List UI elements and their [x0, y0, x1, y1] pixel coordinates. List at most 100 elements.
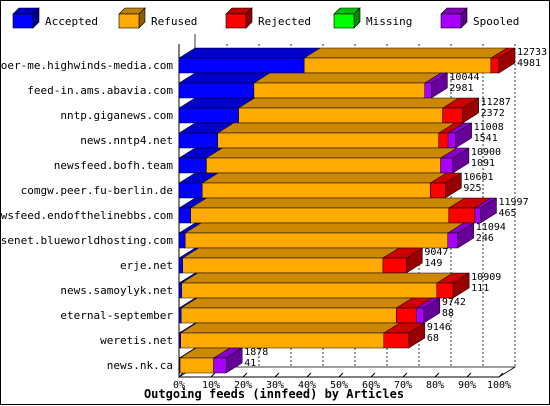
bar-segment-refused: [181, 247, 400, 274]
bar-segment-refused: [201, 172, 448, 199]
x-tick-label: 30%: [266, 380, 284, 391]
bar-front: [436, 282, 454, 299]
category-label: weretis.net: [100, 334, 173, 347]
bar-front: [490, 57, 500, 74]
bar-front: [238, 107, 443, 124]
x-tick: [466, 372, 472, 378]
bar-row-news-nk-ca: [178, 347, 244, 374]
category-label: voer-me.highwinds-media.com: [1, 59, 173, 72]
bar-row-voer-me-highwinds-media-com: [178, 47, 516, 74]
bar-front: [178, 332, 181, 349]
bar-front: [178, 232, 186, 249]
bar-front: [474, 207, 481, 224]
bar-side: [455, 122, 472, 149]
bar-front: [448, 207, 476, 224]
accepted-value-label: 1091: [471, 158, 495, 169]
category-label: newsfeed.bofh.team: [54, 159, 174, 172]
total-value-label: 9047: [424, 247, 448, 258]
x-tick-label: 10%: [202, 380, 220, 391]
bar-front: [447, 132, 456, 149]
bar-segment-rejected: [395, 297, 434, 324]
legend-label: Refused: [151, 15, 197, 28]
bar-front: [440, 157, 454, 174]
accepted-value-label: 41: [244, 358, 256, 369]
bar-front: [430, 182, 446, 199]
bar-front: [178, 207, 191, 224]
x-tick-label: 60%: [362, 380, 380, 391]
bar-segment-spooled: [212, 347, 244, 374]
bar-side: [462, 97, 479, 124]
accepted-value-label: 2981: [449, 83, 473, 94]
x-tick: [434, 372, 440, 378]
x-tick: [274, 372, 280, 378]
x-tick-label: 100%: [487, 380, 511, 391]
bar-front: [447, 232, 459, 249]
category-label: nntp.giganews.com: [60, 109, 173, 122]
category-label: news.samoylyk.net: [60, 284, 173, 297]
accepted-value-label: 1541: [474, 133, 498, 144]
legend-swatch: [225, 13, 247, 29]
bar-side: [457, 222, 475, 249]
bar-front: [182, 257, 384, 274]
category-label: eternal-september: [60, 309, 173, 322]
category-label: newsfeed.endofthelinebbs.com: [1, 209, 173, 222]
accepted-value-label: 465: [499, 208, 517, 219]
bar-row-comgw-peer-fu-berlin-de: [178, 172, 463, 199]
bar-segment-refused: [184, 222, 465, 249]
category-label: news.nntp4.net: [80, 134, 173, 147]
x-tick: [210, 372, 216, 378]
x-tick: [370, 372, 376, 378]
bar-front: [201, 182, 431, 199]
bar-top: [189, 197, 466, 209]
x-tick: [498, 372, 504, 378]
bar-front: [178, 157, 207, 174]
accepted-value-label: 246: [476, 233, 494, 244]
total-value-label: 10909: [471, 272, 501, 283]
bar-segment-accepted: [178, 147, 224, 174]
accepted-value-label: 68: [427, 333, 439, 344]
category-label: comgw.peer.fu-berlin.de: [21, 184, 173, 197]
total-value-label: 1878: [244, 347, 268, 358]
bars: [178, 47, 516, 374]
bar-side: [498, 47, 516, 74]
legend-label: Missing: [366, 15, 412, 28]
bar-front: [180, 332, 385, 349]
x-tick: [402, 372, 408, 378]
bar-segment-refused: [216, 122, 456, 149]
x-tick: [178, 372, 184, 378]
x-tick-label: 50%: [330, 380, 348, 391]
bar-top: [216, 122, 456, 134]
bar-front: [442, 107, 463, 124]
accepted-value-label: 925: [463, 183, 481, 194]
bar-front: [217, 132, 439, 149]
bar-front: [424, 82, 432, 99]
bar-row-nntp-giganews-com: [178, 97, 480, 124]
bar-front: [383, 332, 410, 349]
bar-front: [181, 282, 438, 299]
bar-top: [205, 147, 458, 159]
legend: Accepted Refused Rejected Missing Spooled: [12, 7, 519, 29]
bar-top: [181, 247, 400, 259]
legend-label: Spooled: [473, 15, 519, 28]
bar-front: [438, 132, 449, 149]
category-label: usenet.blueworldhosting.com: [1, 234, 173, 247]
total-value-label: 9146: [427, 322, 451, 333]
legend-item-missing: Missing: [333, 7, 412, 29]
bar-front: [178, 132, 218, 149]
bar-row-feed-in-ams-abavia-com: [178, 72, 449, 99]
accepted-value-label: 88: [442, 308, 454, 319]
bar-row-usenet-blueworldhosting-com: [178, 222, 475, 249]
bar-side: [408, 322, 426, 349]
bar-front: [178, 307, 182, 324]
total-value-label: 11008: [474, 122, 504, 133]
legend-item-refused: Refused: [118, 7, 197, 29]
legend-swatch: [12, 13, 34, 29]
bar-segment-refused: [303, 47, 508, 74]
total-value-label: 9742: [442, 297, 466, 308]
x-axis: 0% 10% 20% 30% 40% 50% 60% 70% 80% 90% 100%: [173, 372, 511, 391]
bar-front: [213, 357, 227, 374]
bar-front: [253, 82, 425, 99]
legend-label: Rejected: [258, 15, 311, 28]
